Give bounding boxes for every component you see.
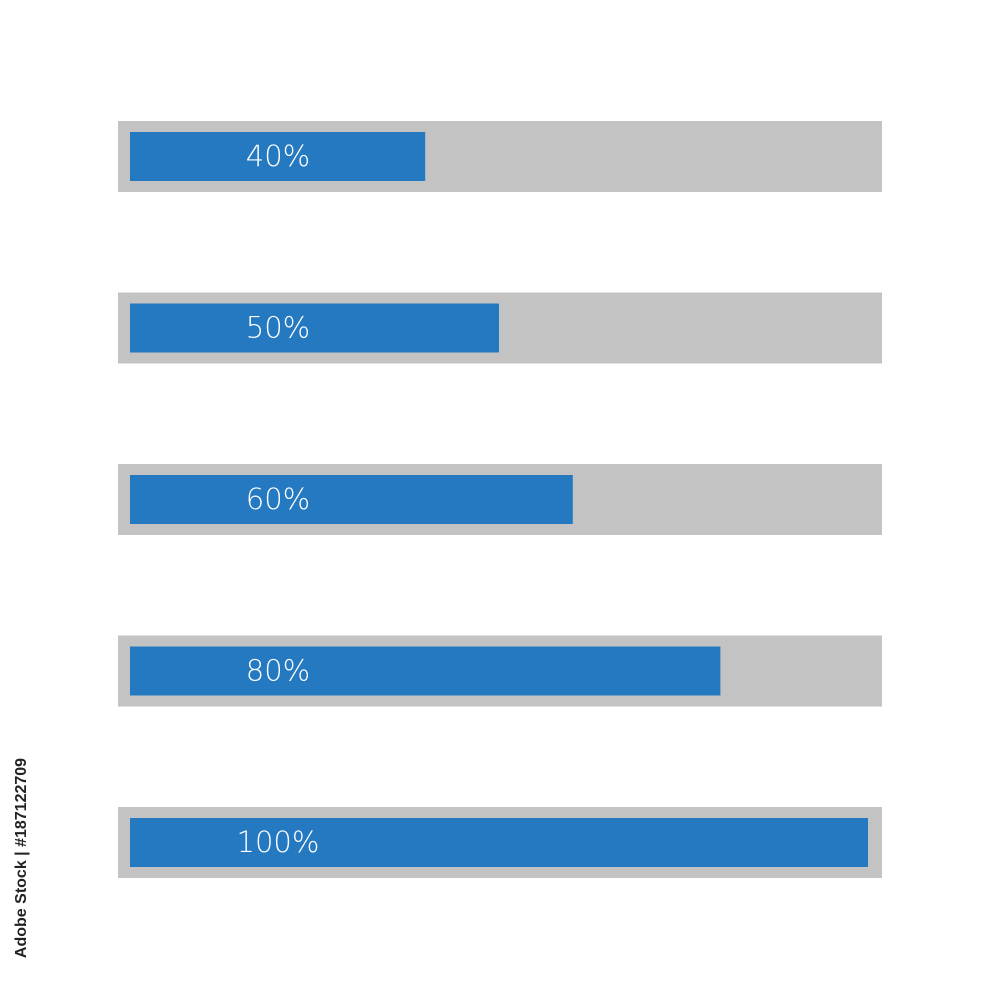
- stock-label: Adobe Stock | #187122709: [13, 758, 30, 958]
- progress-fill: [130, 818, 868, 867]
- progress-fill: [130, 475, 573, 524]
- progress-fill: [130, 303, 499, 353]
- progress-label: 40%: [246, 139, 310, 173]
- progress-label: 80%: [246, 654, 310, 688]
- progress-label: 60%: [246, 482, 310, 516]
- progress-fill: [130, 646, 721, 696]
- progress-label: 100%: [237, 825, 320, 859]
- progress-fill: [130, 132, 426, 181]
- progress-label: 50%: [246, 311, 310, 345]
